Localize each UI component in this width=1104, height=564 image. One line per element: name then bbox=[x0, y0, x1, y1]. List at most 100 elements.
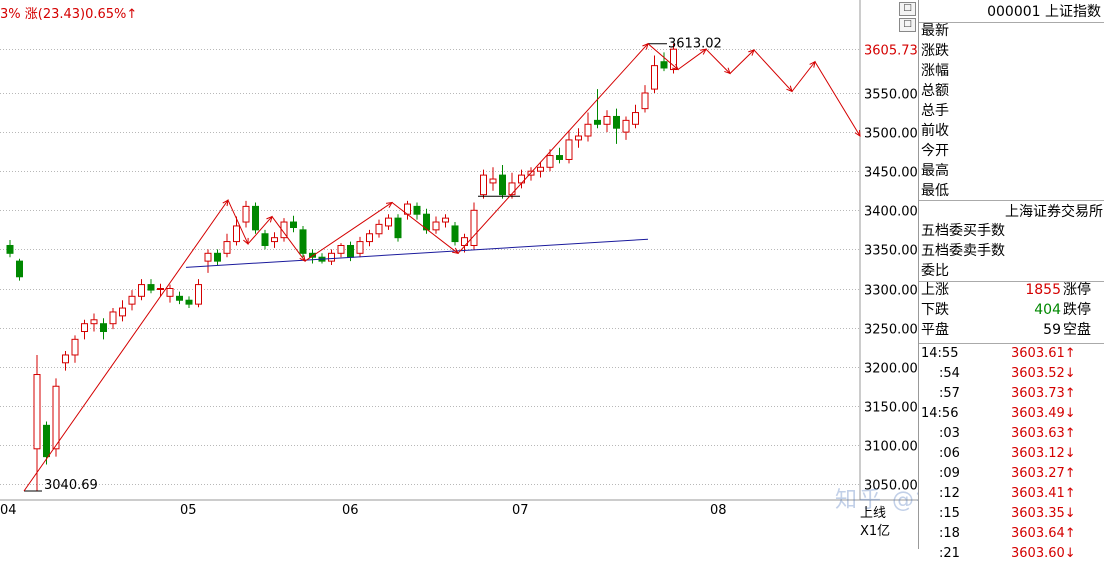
candle-body bbox=[670, 48, 677, 71]
y-tick-label: 3200.00 bbox=[864, 362, 918, 377]
tick-price: 3603.41↑ bbox=[1011, 486, 1076, 501]
indicator-selector[interactable]: 上线 X1亿 bbox=[860, 505, 900, 541]
candle-body bbox=[660, 61, 668, 69]
candle-body bbox=[442, 217, 449, 223]
trend-arrowhead bbox=[748, 49, 755, 56]
y-tick-label: 3550.00 bbox=[864, 88, 918, 103]
candle-body bbox=[71, 338, 79, 356]
trend-arrowhead bbox=[786, 85, 793, 93]
tick-time: :15 bbox=[939, 506, 960, 521]
tick-row[interactable]: :15 3603.35↓ bbox=[919, 504, 1104, 524]
candle-body bbox=[603, 115, 611, 125]
kline-chart-area[interactable]: 3605.73 3550.00 3500.00 3450.00 3400.00 3350.… bbox=[0, 0, 1010, 549]
candle-body bbox=[119, 307, 126, 317]
quote-label: 涨幅 bbox=[921, 63, 949, 79]
tick-price: 3603.60↓ bbox=[1011, 546, 1076, 561]
quote-label: 前收 bbox=[921, 123, 949, 139]
trend-arrowhead bbox=[299, 255, 306, 263]
tick-price: 3603.73↑ bbox=[1011, 386, 1076, 401]
tick-price: 3603.52↓ bbox=[1011, 366, 1076, 381]
tick-row[interactable]: :09 3603.27↑ bbox=[919, 464, 1104, 484]
tick-row[interactable]: :54 3603.52↓ bbox=[919, 364, 1104, 384]
breadth-value: 404 bbox=[1034, 302, 1061, 318]
tick-row[interactable]: 14:56 3603.49↓ bbox=[919, 404, 1104, 424]
security-title[interactable]: 000001 上证指数 bbox=[987, 4, 1101, 20]
quote-sidebar: 000001 上证指数 最新 涨跌 涨幅 总额 总手 前收 今开 最高 最低 上海证券交易所 五… bbox=[918, 0, 1104, 561]
candle-body bbox=[470, 209, 478, 246]
quote-label: 最高 bbox=[921, 163, 949, 179]
candle-body bbox=[309, 252, 316, 258]
candle-body bbox=[394, 217, 402, 239]
candle-body bbox=[508, 182, 516, 196]
tick-row[interactable]: :12 3603.41↑ bbox=[919, 484, 1104, 504]
tick-time: :09 bbox=[939, 466, 960, 481]
candle-body bbox=[385, 217, 392, 227]
tick-row[interactable]: 14:55 3603.61↑ bbox=[919, 344, 1104, 364]
tick-row[interactable]: :18 3603.64↑ bbox=[919, 524, 1104, 544]
tick-price: 3603.49↓ bbox=[1011, 406, 1076, 421]
candle-body bbox=[157, 288, 164, 290]
candle-body bbox=[252, 205, 259, 231]
trend-arrowhead bbox=[672, 63, 679, 71]
indicator-line1[interactable]: 上线 bbox=[860, 506, 887, 521]
order-label: 五档委买手数 bbox=[921, 223, 1005, 239]
tick-time: :03 bbox=[939, 426, 960, 441]
candle-body bbox=[632, 112, 639, 125]
candle-body bbox=[176, 295, 183, 301]
order-label: 委比 bbox=[921, 263, 949, 279]
candle-body bbox=[138, 284, 145, 297]
candle-body bbox=[537, 166, 544, 172]
candle-body bbox=[366, 233, 373, 243]
candle-body bbox=[261, 233, 269, 246]
tick-price: 3603.61↑ bbox=[1011, 346, 1076, 361]
kline-chart[interactable]: 3605.73 3550.00 3500.00 3450.00 3400.00 3350.… bbox=[0, 0, 918, 549]
tick-time: :06 bbox=[939, 446, 960, 461]
candle-body bbox=[423, 213, 430, 231]
y-tick-label: 3300.00 bbox=[864, 284, 918, 299]
breadth-value: 59 bbox=[1043, 322, 1061, 338]
candle-body bbox=[166, 288, 174, 297]
candle-body bbox=[223, 241, 231, 254]
tick-row[interactable]: :03 3603.63↑ bbox=[919, 424, 1104, 444]
tick-price: 3603.63↑ bbox=[1011, 426, 1076, 441]
quote-label: 总额 bbox=[921, 83, 949, 99]
tick-row[interactable]: :06 3603.12↓ bbox=[919, 444, 1104, 464]
quote-label: 涨跌 bbox=[921, 43, 949, 59]
candle-body bbox=[622, 119, 630, 133]
window-maximize-button[interactable]: □ bbox=[899, 18, 916, 32]
candle-body bbox=[195, 284, 202, 305]
candle-body bbox=[242, 205, 250, 223]
candle-body bbox=[518, 174, 525, 184]
exchange-name: 上海证券交易所 bbox=[1005, 204, 1103, 220]
candle-body bbox=[556, 155, 563, 160]
y-tick-label: 3400.00 bbox=[864, 205, 918, 220]
tick-price: 3603.35↓ bbox=[1011, 506, 1076, 521]
trend-arrowhead bbox=[452, 247, 459, 255]
tick-row[interactable]: :21 3603.60↓ bbox=[919, 544, 1104, 564]
candle-body bbox=[280, 221, 288, 239]
order-label: 五档委卖手数 bbox=[921, 243, 1005, 259]
breadth-suffix: 涨停 bbox=[1063, 282, 1091, 298]
candle-body bbox=[233, 225, 240, 243]
tick-time: :18 bbox=[939, 526, 960, 541]
candle-body bbox=[584, 123, 592, 137]
candle-body bbox=[299, 229, 307, 254]
quote-label: 今开 bbox=[921, 143, 949, 159]
candle-body bbox=[613, 115, 620, 129]
candle-body bbox=[16, 260, 23, 278]
trend-projection-line bbox=[23, 43, 861, 492]
x-tick-label: 08 bbox=[710, 503, 727, 518]
trend-arrowhead bbox=[700, 48, 707, 55]
divider bbox=[919, 200, 1104, 201]
tick-time: :54 bbox=[939, 366, 960, 381]
tick-row[interactable]: :57 3603.73↑ bbox=[919, 384, 1104, 404]
indicator-line2[interactable]: X1亿 bbox=[860, 524, 891, 539]
y-tick-label: 3350.00 bbox=[864, 244, 918, 259]
candle-body bbox=[52, 385, 60, 450]
candle-body bbox=[328, 252, 335, 262]
window-restore-button[interactable]: □ bbox=[899, 2, 916, 16]
candle-body bbox=[337, 244, 345, 254]
trend-arrowhead bbox=[266, 215, 273, 223]
candle-body bbox=[565, 139, 573, 160]
quote-label: 最低 bbox=[921, 183, 949, 199]
